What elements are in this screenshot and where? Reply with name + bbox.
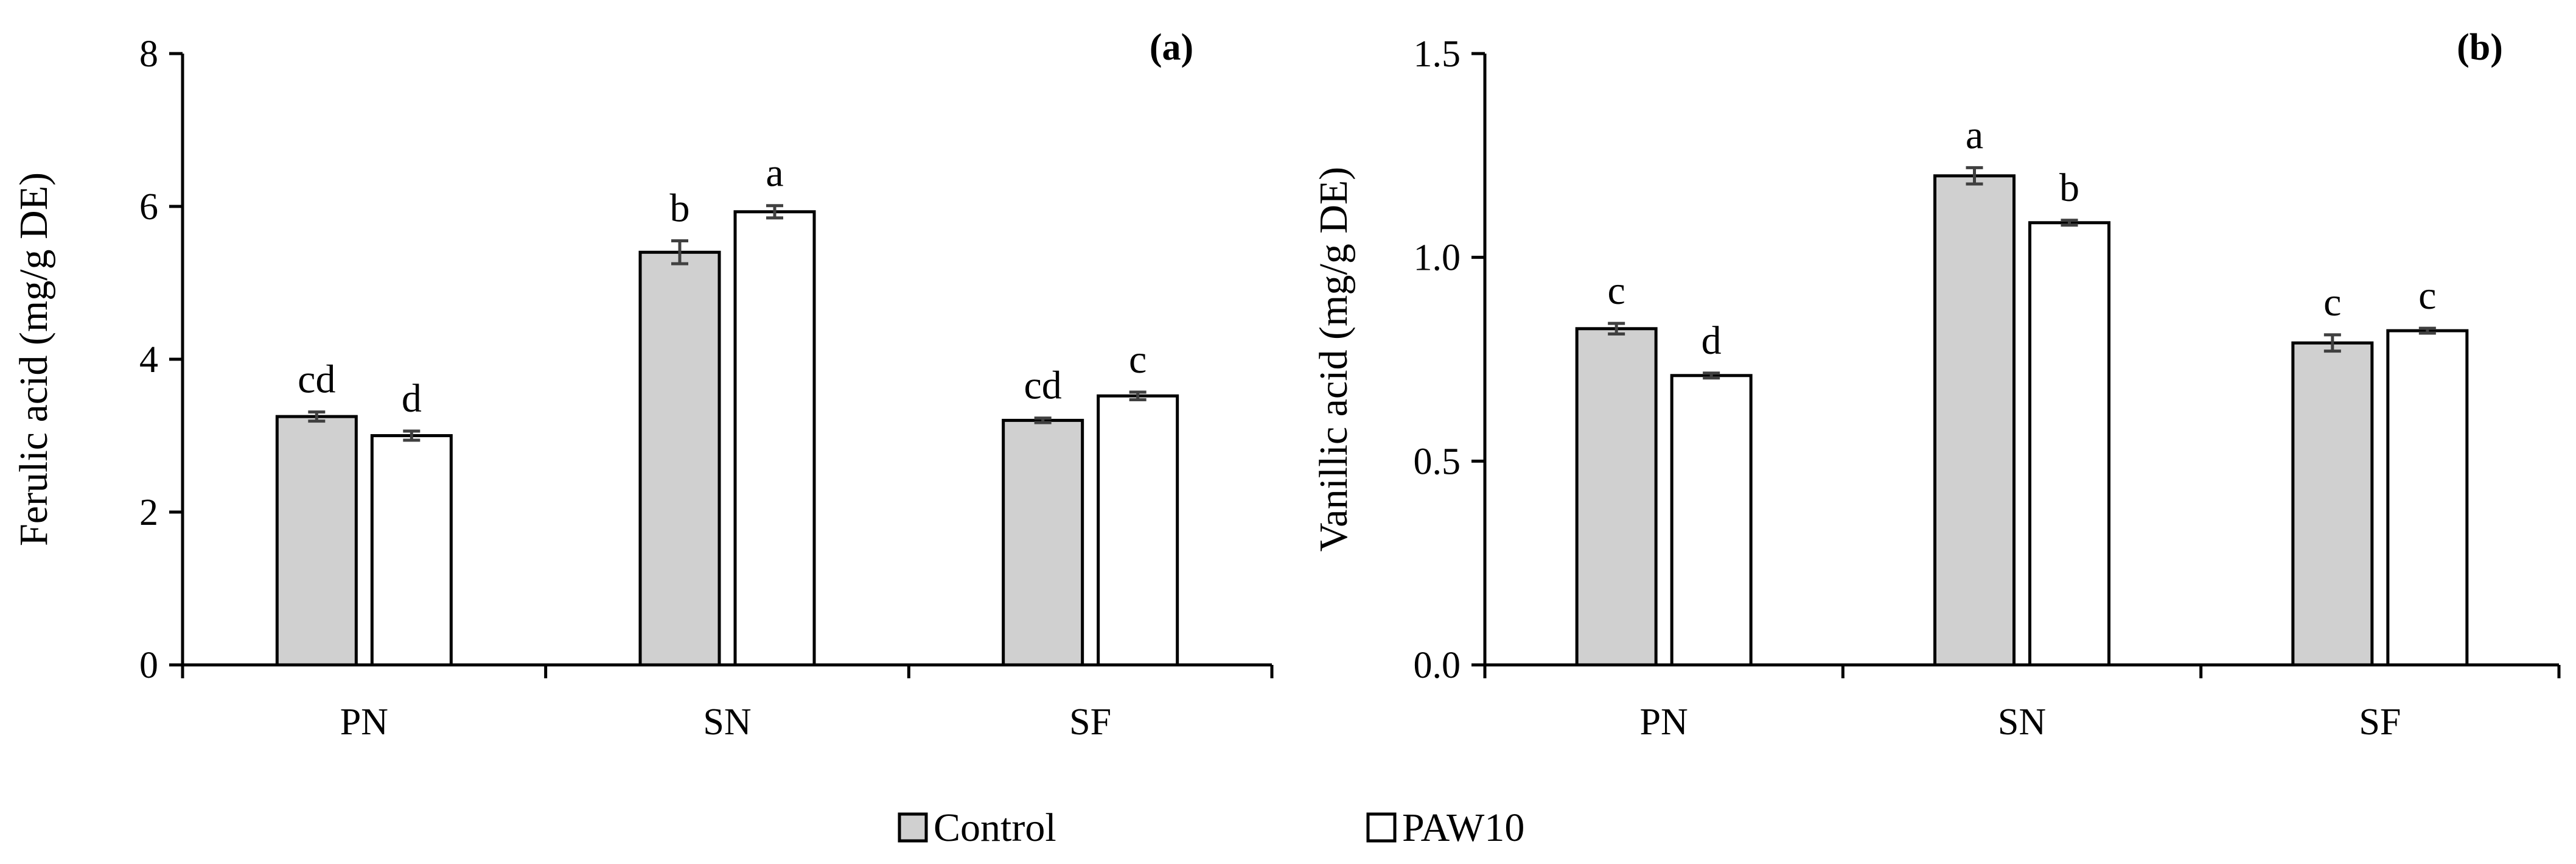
y-axis-title-b: Vanillic acid (mg/g DE) (1311, 167, 1356, 552)
y-tick-label: 2 (139, 492, 158, 533)
chart-panel-b: 0.0 0.5 1.0 1.5 PN c d SN a b SF c c Vanillic acid (m… (1311, 27, 2561, 743)
chart-panel-a: 0 2 4 6 8 PN cd d SN b a SF cd c Ferulic acid (mg/g DE… (12, 27, 1274, 743)
y-tick-label: 1.0 (1414, 237, 1461, 279)
y-tick-label: 6 (139, 186, 158, 228)
significance-label-paw10-sn: b (2059, 166, 2079, 210)
legend: Control PAW10 (898, 806, 1524, 850)
x-tick-label-pn: PN (340, 701, 388, 743)
x-tick-label-sf: SF (1069, 701, 1111, 743)
bar-control-sn (1933, 174, 2016, 667)
panel-label-a: (a) (1150, 27, 1193, 68)
bar-control-pn (275, 415, 358, 667)
y-tick-label: 0.0 (1414, 645, 1461, 686)
y-tick-label: 1.5 (1414, 33, 1461, 75)
significance-label-paw10-sf: c (1129, 337, 1147, 382)
significance-label-control-sf: c (2323, 280, 2341, 325)
panel-label-b: (b) (2457, 27, 2503, 68)
y-tick-label: 0 (139, 645, 158, 686)
bar-paw10-sf (2386, 329, 2469, 667)
significance-label-control-sn: b (670, 186, 690, 230)
y-tick-label: 8 (139, 33, 158, 75)
x-tick-label-pn: PN (1640, 701, 1688, 743)
bar-control-sf (1002, 418, 1084, 667)
legend-label-control: Control (934, 806, 1056, 850)
significance-label-control-sn: a (1966, 113, 1983, 157)
legend-swatch-control (898, 812, 928, 843)
legend-label-paw10: PAW10 (1402, 806, 1524, 850)
bar-control-sn (638, 250, 721, 667)
significance-label-paw10-sf: c (2418, 273, 2436, 318)
x-tick-label-sn: SN (703, 701, 751, 743)
significance-label-paw10-sn: a (766, 151, 783, 195)
x-tick-label-sn: SN (1998, 701, 2046, 743)
x-tick-label-sf: SF (2359, 701, 2401, 743)
significance-label-control-sf: cd (1024, 364, 1062, 408)
significance-label-control-pn: cd (298, 357, 335, 402)
bar-paw10-sf (1097, 394, 1179, 667)
bar-control-pn (1575, 327, 1658, 667)
bar-control-sf (2291, 341, 2374, 667)
y-tick-label: 0.5 (1414, 441, 1461, 482)
y-tick-label: 4 (139, 339, 158, 381)
bar-paw10-sn (733, 210, 816, 667)
significance-label-paw10-pn: d (402, 376, 422, 421)
bar-paw10-pn (1670, 374, 1753, 667)
bar-paw10-pn (370, 434, 453, 667)
significance-label-control-pn: c (1608, 269, 1625, 313)
significance-label-paw10-pn: d (1702, 318, 1722, 363)
bar-paw10-sn (2028, 221, 2110, 667)
y-axis-title-a: Ferulic acid (mg/g DE) (12, 172, 56, 546)
legend-swatch-paw10 (1366, 812, 1397, 843)
